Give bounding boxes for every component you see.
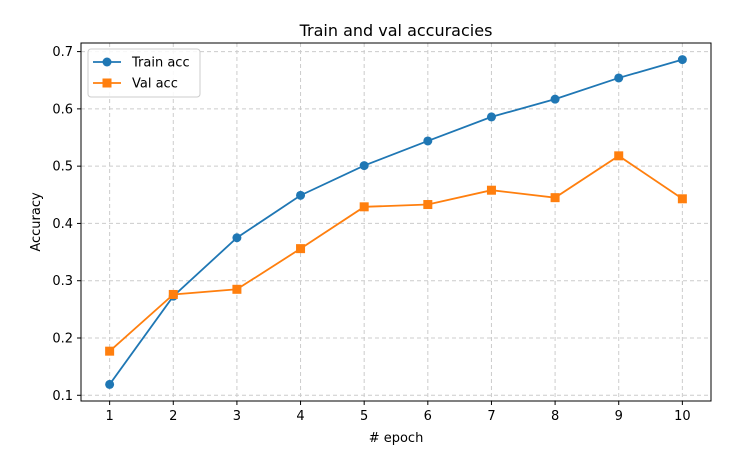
chart-title: Train and val accuracies (299, 21, 493, 40)
data-point-val-acc (550, 193, 560, 203)
x-tick-label: 10 (674, 409, 691, 424)
ticks-layer: 1 2 3 4 5 6 7 8 9 10 0.1 0.2 0.3 0.4 0.5 0.6 0.7 (52, 45, 690, 424)
y-tick-label: 0.5 (52, 160, 73, 175)
data-point-train-acc (550, 94, 560, 104)
y-tick-label: 0.6 (52, 102, 73, 117)
x-tick-label: 6 (424, 409, 432, 424)
data-point-val-acc (423, 200, 433, 210)
legend-label: Val acc (132, 77, 178, 92)
legend-box (87, 48, 201, 98)
x-tick-label: 4 (296, 409, 304, 424)
legend-label: Train acc (131, 56, 190, 71)
grid-layer (81, 43, 711, 401)
plot-frame (80, 42, 712, 402)
legend: Train acc Val acc (87, 48, 201, 98)
y-axis-title: Accuracy (29, 192, 44, 252)
series-train-acc (105, 55, 687, 389)
x-axis-title: # epoch (369, 431, 424, 446)
data-point-val-acc (105, 346, 115, 356)
legend-square-marker-icon (102, 78, 112, 88)
data-point-train-acc (486, 112, 496, 122)
data-point-val-acc (168, 289, 178, 299)
series-val-acc (105, 151, 687, 356)
data-point-val-acc (359, 202, 369, 212)
x-tick-label: 8 (551, 409, 559, 424)
y-tick-label: 0.2 (52, 331, 73, 346)
x-tick-label: 1 (105, 409, 113, 424)
data-point-train-acc (359, 161, 369, 171)
y-tick-label: 0.3 (52, 274, 73, 289)
data-point-train-acc (614, 73, 624, 83)
data-point-val-acc (232, 284, 242, 294)
x-tick-label: 2 (169, 409, 177, 424)
data-point-train-acc (232, 233, 242, 243)
legend-item-train-acc: Train acc (93, 56, 190, 71)
x-tick-label: 5 (360, 409, 368, 424)
data-point-train-acc (105, 379, 115, 389)
legend-circle-marker-icon (102, 57, 112, 67)
x-tick-label: 3 (233, 409, 241, 424)
data-point-val-acc (614, 151, 624, 161)
data-point-train-acc (423, 136, 433, 146)
x-tick-label: 9 (615, 409, 623, 424)
data-point-val-acc (486, 185, 496, 195)
y-tick-label: 0.7 (52, 45, 73, 60)
series-layer (105, 55, 687, 389)
x-tick-label: 7 (487, 409, 495, 424)
data-point-train-acc (296, 190, 306, 200)
series-line-train-acc (108, 58, 683, 385)
y-tick-label: 0.1 (52, 389, 73, 404)
data-point-val-acc (677, 194, 687, 204)
legend-item-val-acc: Val acc (93, 77, 178, 92)
series-line-val-acc (109, 154, 683, 352)
data-point-val-acc (296, 244, 306, 254)
y-tick-label: 0.4 (52, 217, 73, 232)
data-point-train-acc (677, 55, 687, 65)
